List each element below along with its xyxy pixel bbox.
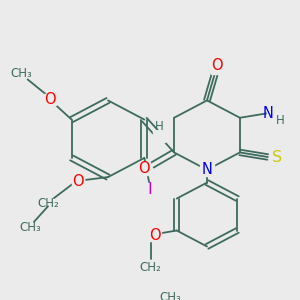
Bar [200, 164, 214, 176]
Bar [149, 230, 161, 241]
Bar [44, 94, 56, 105]
Bar [269, 151, 281, 164]
Text: H: H [275, 114, 284, 127]
Bar [138, 163, 150, 175]
Bar [153, 130, 165, 142]
Text: O: O [211, 58, 223, 73]
Text: O: O [72, 174, 84, 189]
Text: H: H [155, 120, 164, 134]
Text: CH₃: CH₃ [160, 291, 182, 300]
Text: CH₃: CH₃ [19, 221, 41, 234]
Text: O: O [44, 92, 56, 107]
Text: O: O [149, 228, 161, 243]
Text: CH₂: CH₂ [140, 260, 162, 274]
Bar [211, 61, 223, 74]
Bar [267, 107, 281, 120]
Text: CH₂: CH₂ [37, 197, 59, 210]
Text: O: O [138, 161, 150, 176]
Text: N: N [202, 162, 212, 177]
Text: N: N [262, 106, 273, 121]
Text: CH₃: CH₃ [11, 68, 32, 80]
Text: S: S [272, 149, 282, 164]
Bar [72, 176, 84, 187]
Text: I: I [147, 182, 152, 197]
Bar [143, 183, 155, 195]
